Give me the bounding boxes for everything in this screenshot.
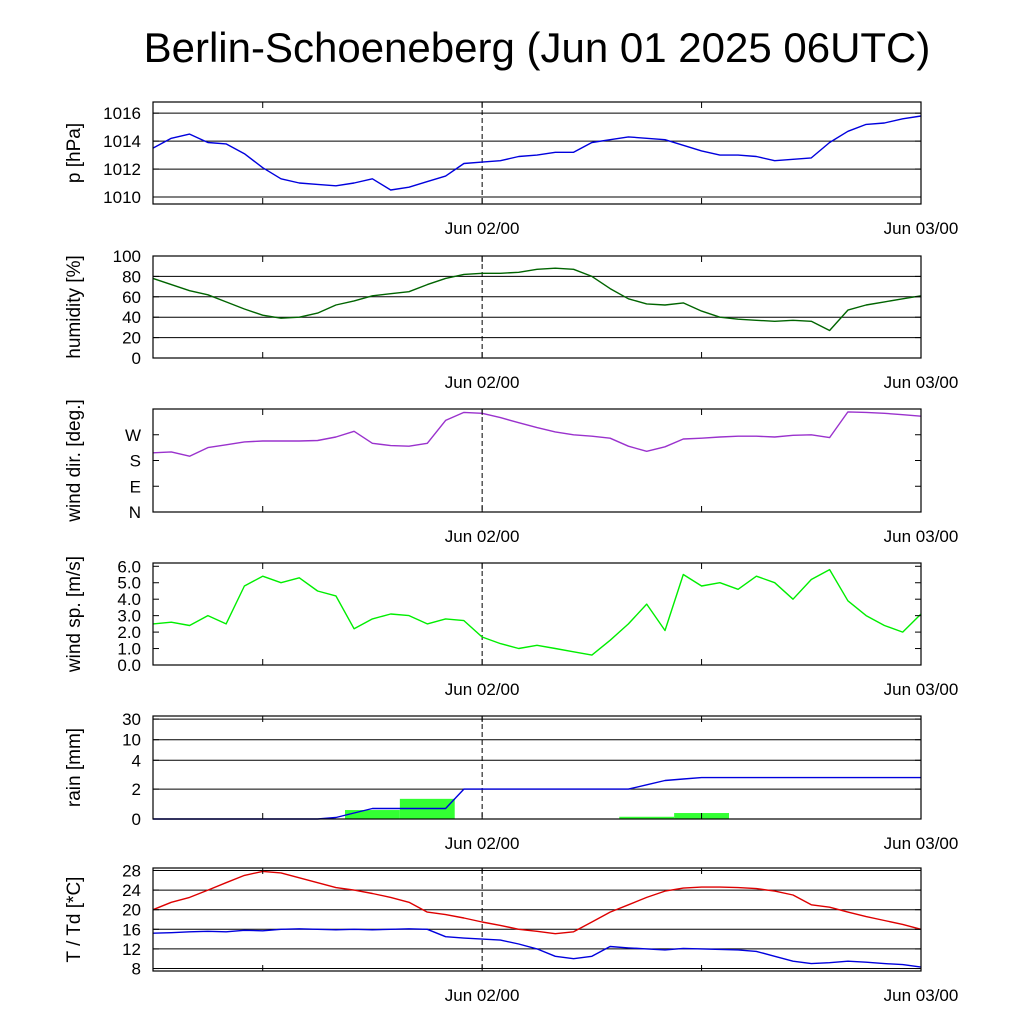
y-tick-label: 30	[122, 710, 141, 729]
plot-frame	[152, 867, 922, 972]
series-line	[152, 115, 922, 191]
plot-frame	[152, 255, 922, 359]
y-tick-label: 16	[122, 920, 141, 939]
y-axis-label: rain [mm]	[64, 728, 85, 807]
plot-frame	[152, 101, 922, 205]
x-tick-label: Jun 03/00	[884, 680, 959, 699]
x-tick-label: Jun 03/00	[884, 373, 959, 392]
series-line	[152, 568, 922, 656]
y-tick-label: 6.0	[117, 557, 141, 576]
accumulated-line	[153, 776, 921, 820]
x-tick-label: Jun 02/00	[445, 680, 520, 699]
y-tick-label: 1.0	[117, 640, 141, 659]
y-tick-label: 1014	[103, 132, 141, 151]
y-tick-label: 24	[122, 881, 141, 900]
y-axis-label: wind dir. [deg.]	[64, 399, 85, 523]
y-tick-label: 1016	[103, 104, 141, 123]
plot-frame	[152, 562, 922, 666]
x-tick-label: Jun 02/00	[445, 986, 520, 1005]
x-tick-label: Jun 03/00	[884, 219, 959, 238]
y-tick-label: N	[129, 503, 141, 522]
x-tick-label: Jun 02/00	[445, 373, 520, 392]
y-tick-label: 100	[113, 247, 141, 266]
y-tick-label: 8	[132, 960, 141, 979]
x-tick-label: Jun 03/00	[884, 834, 959, 853]
y-tick-label: 4	[132, 751, 141, 770]
y-tick-label: 1010	[103, 188, 141, 207]
y-tick-label: E	[130, 477, 141, 496]
y-tick-label: 80	[122, 267, 141, 286]
y-tick-label: 0	[132, 349, 141, 368]
y-tick-label: 10	[122, 731, 141, 750]
y-tick-label: 3.0	[117, 607, 141, 626]
y-tick-label: 40	[122, 308, 141, 327]
y-tick-label: 2.0	[117, 623, 141, 642]
y-axis-label: wind sp. [m/s]	[64, 556, 85, 673]
y-tick-label: 1012	[103, 160, 141, 179]
y-tick-label: 20	[122, 901, 141, 920]
x-tick-label: Jun 03/00	[884, 527, 959, 546]
y-axis-label: humidity [%]	[64, 255, 85, 358]
x-tick-label: Jun 03/00	[884, 986, 959, 1005]
y-tick-label: 4.0	[117, 590, 141, 609]
y-tick-label: S	[130, 452, 141, 471]
t-line	[152, 870, 922, 935]
y-tick-label: 20	[122, 329, 141, 348]
y-tick-label: 2	[132, 780, 141, 799]
y-tick-label: W	[125, 426, 141, 445]
rain-bar	[345, 810, 400, 819]
y-tick-label: 28	[122, 861, 141, 880]
page-title: Berlin-Schoeneberg (Jun 01 2025 06UTC)	[143, 24, 931, 71]
x-tick-label: Jun 02/00	[445, 834, 520, 853]
plot-frame	[152, 715, 922, 820]
y-axis-label: T / Td [*C]	[64, 877, 85, 963]
y-tick-label: 0	[132, 810, 141, 829]
plot-frame	[152, 408, 922, 513]
series-line	[152, 411, 922, 457]
x-tick-label: Jun 02/00	[445, 219, 520, 238]
rain-bar	[619, 816, 675, 819]
y-tick-label: 60	[122, 288, 141, 307]
y-tick-label: 0.0	[117, 656, 141, 675]
y-tick-label: 5.0	[117, 574, 141, 593]
series-line	[152, 267, 922, 332]
y-axis-label: p [hPa]	[64, 123, 85, 183]
td-line	[152, 928, 922, 968]
x-tick-label: Jun 02/00	[445, 527, 520, 546]
y-tick-label: 12	[122, 940, 141, 959]
